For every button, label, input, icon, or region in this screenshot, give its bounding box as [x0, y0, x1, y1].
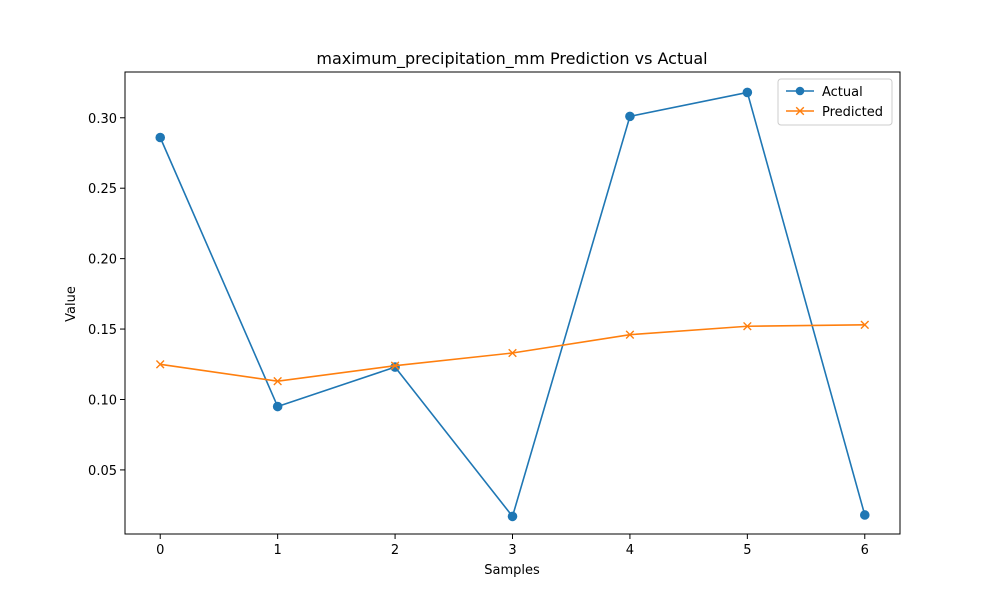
x-tick-label: 3 — [508, 543, 516, 558]
data-point-predicted — [390, 361, 400, 370]
y-tick-label: 0.15 — [88, 323, 117, 338]
data-point-predicted — [273, 376, 282, 386]
data-point-predicted — [625, 330, 635, 339]
data-point-actual — [625, 111, 635, 122]
data-point-actual — [507, 511, 518, 522]
data-point-actual — [155, 132, 166, 143]
data-point-actual — [859, 510, 870, 520]
data-point-actual — [272, 401, 283, 412]
x-tick-label: 6 — [861, 543, 869, 558]
data-point-predicted — [860, 320, 870, 330]
x-axis-label: Samples — [484, 563, 540, 578]
data-point-predicted — [508, 348, 517, 358]
y-tick-label: 0.10 — [88, 393, 117, 408]
x-tick-label: 1 — [274, 543, 282, 558]
data-point-actual — [742, 87, 753, 98]
axes-frame — [124, 71, 901, 535]
legend-marker-predicted — [795, 106, 805, 116]
legend-marker-actual — [795, 86, 805, 96]
chart-title: maximum_precipitation_mm Prediction vs A… — [316, 49, 707, 69]
data-point-predicted — [743, 321, 752, 331]
y-tick-label: 0.30 — [88, 112, 117, 127]
legend-label-predicted: Predicted — [822, 105, 883, 120]
legend-label-actual: Actual — [822, 85, 863, 100]
x-tick-label: 5 — [743, 543, 751, 558]
x-tick-label: 4 — [626, 543, 634, 558]
x-tick-label: 2 — [391, 543, 399, 558]
y-tick-label: 0.05 — [88, 464, 117, 479]
y-tick-label: 0.25 — [88, 182, 117, 197]
y-tick-label: 0.20 — [88, 253, 117, 268]
data-point-predicted — [155, 359, 165, 369]
y-axis-label: Value — [64, 286, 79, 322]
x-tick-label: 0 — [156, 543, 164, 558]
data-point-actual — [390, 362, 400, 372]
plot-area: 0 1 2 3 4 5 6 0.05 0.10 0.15 0.20 0.25 0.30 Actual Pre… — [88, 71, 901, 558]
